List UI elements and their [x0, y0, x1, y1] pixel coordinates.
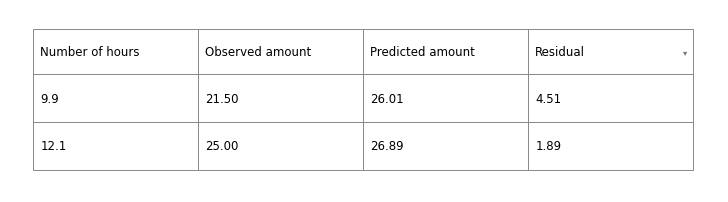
Text: 4.51: 4.51 — [535, 92, 561, 105]
Text: 9.9: 9.9 — [40, 92, 59, 105]
Text: 1.89: 1.89 — [535, 140, 561, 153]
Text: Residual: Residual — [535, 46, 585, 59]
Text: 26.89: 26.89 — [371, 140, 404, 153]
Text: Predicted amount: Predicted amount — [371, 46, 475, 59]
Text: Observed amount: Observed amount — [205, 46, 312, 59]
Text: Number of hours: Number of hours — [40, 46, 140, 59]
Text: ▾: ▾ — [683, 48, 687, 57]
Text: 26.01: 26.01 — [371, 92, 404, 105]
Text: 12.1: 12.1 — [40, 140, 66, 153]
Text: 25.00: 25.00 — [205, 140, 239, 153]
Text: 21.50: 21.50 — [205, 92, 239, 105]
